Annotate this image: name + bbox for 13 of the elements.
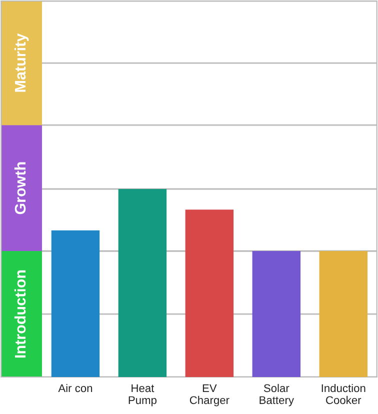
band-label: Growth bbox=[14, 162, 26, 214]
bar bbox=[252, 251, 301, 377]
bar bbox=[319, 251, 368, 377]
band-label: Maturity bbox=[14, 33, 29, 92]
band-label: Introduction bbox=[14, 270, 26, 358]
bar bbox=[185, 210, 234, 377]
bar bbox=[51, 230, 100, 377]
bar bbox=[118, 189, 167, 377]
x-tick-label: Heat Pump bbox=[128, 384, 156, 406]
x-tick-label: EV Charger bbox=[190, 384, 230, 406]
x-tick-label: Induction Cooker bbox=[322, 384, 366, 404]
x-tick-label: Air con bbox=[58, 384, 92, 392]
x-tick-label: Solar Battery bbox=[260, 384, 294, 406]
